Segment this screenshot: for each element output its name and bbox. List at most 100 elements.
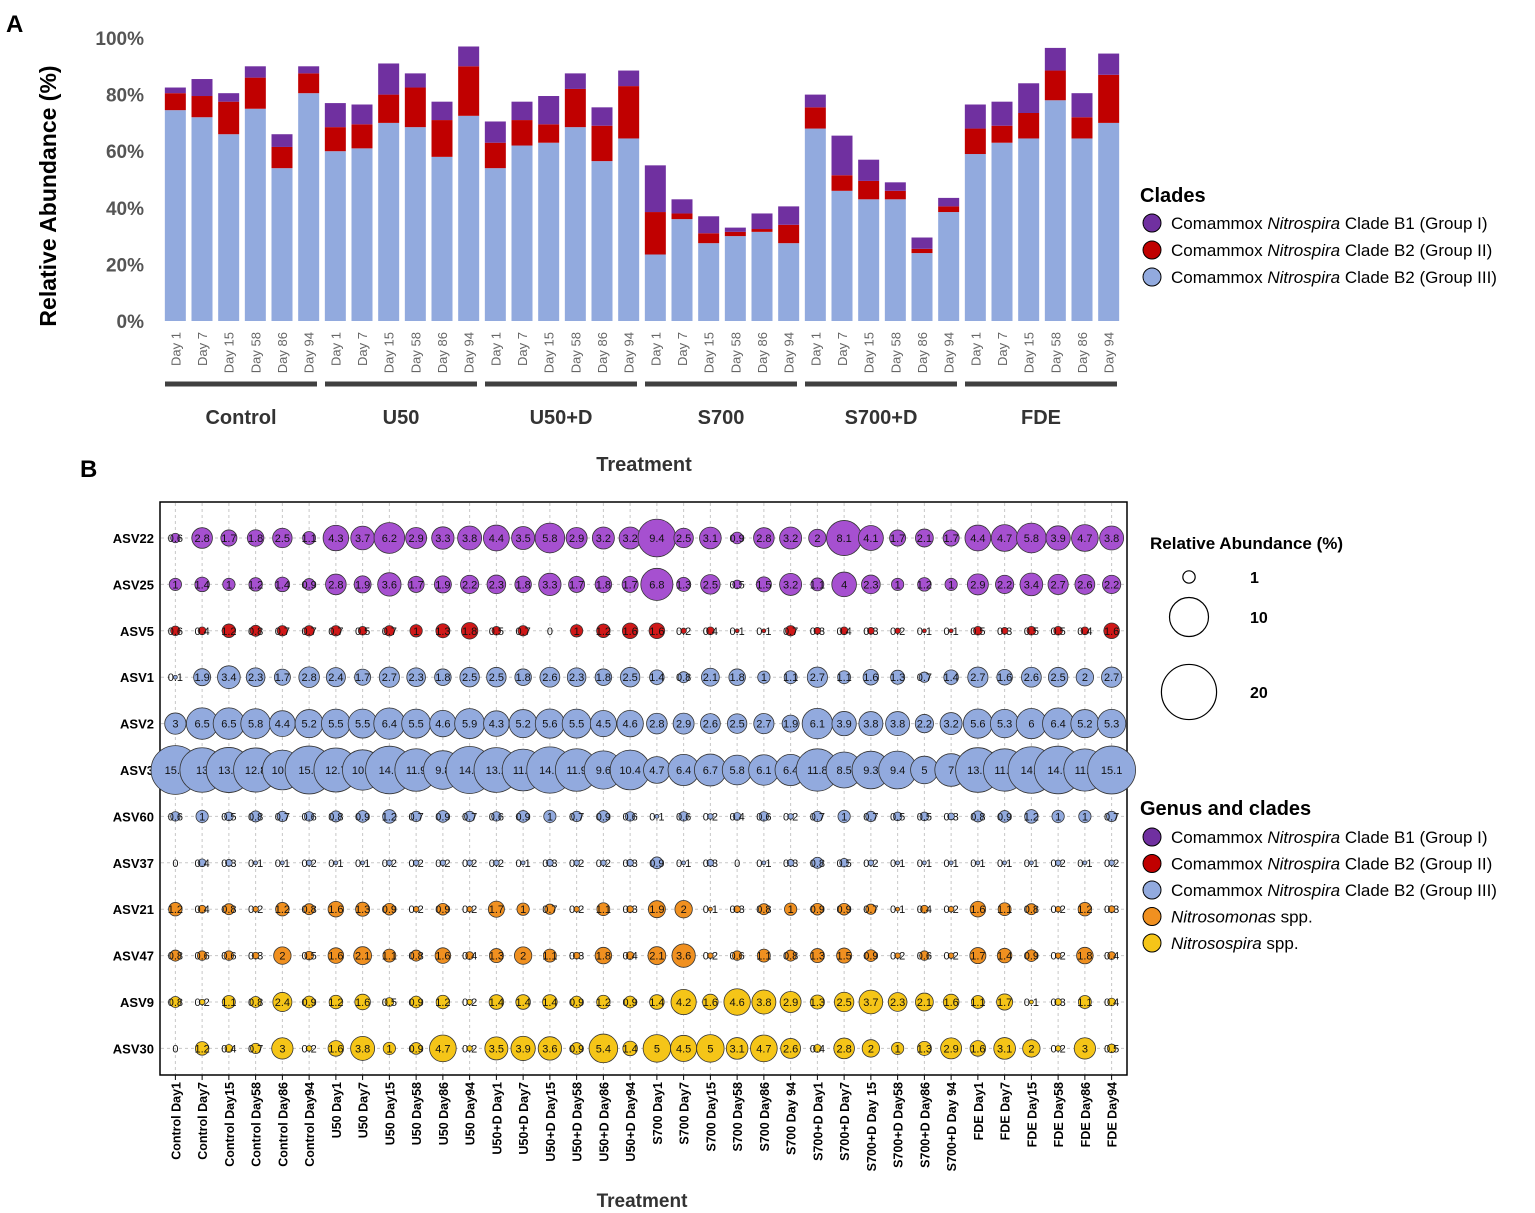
bubble-value-label: 3.7 [355, 533, 370, 545]
bubble-value-label: 4.6 [729, 997, 744, 1009]
bubble-value-label: 1.1 [221, 997, 236, 1009]
x-tick-label-fde-day1: FDE Day1 [972, 1082, 986, 1140]
bubble-value-label: 0.1 [355, 858, 370, 870]
x-tick-label-u50-d-day1: U50+D Day1 [490, 1082, 504, 1155]
x-tick-label: Day 86 [275, 332, 290, 373]
bar-u50-d-day-58-group-i [564, 73, 586, 89]
bar-s700-day-86-group-iii [751, 231, 773, 321]
bubble-value-label: 3.6 [382, 579, 397, 591]
bubble-value-label: 2.6 [1024, 672, 1039, 684]
bubble-asv9-control-day58 [249, 996, 262, 1008]
bubble-value-label: 1 [841, 811, 847, 823]
bubble-value-label: 0.8 [328, 811, 343, 823]
bubble-value-label: 4.3 [328, 533, 343, 545]
bubble-asv25-fde-day15 [1019, 572, 1044, 597]
bubble-asv30-u50-d-day7 [510, 1035, 536, 1061]
bubble-asv60-fde-day7 [998, 810, 1011, 823]
bubble-value-label: 1.6 [435, 951, 450, 963]
bubble-asv21-s700-d-day1 [811, 902, 824, 916]
bubble-value-label: 0.1 [943, 858, 958, 870]
bubble-asv60-u50-d-day7 [516, 810, 530, 823]
bubble-asv9-u50-d-day94 [623, 995, 637, 1009]
bubble-asv9-s700-d-day1 [809, 994, 825, 1010]
bubble-value-label: 1.9 [783, 719, 798, 731]
bubble-value-label: 1.1 [970, 997, 985, 1009]
bar-s700-day-15-group-i [698, 216, 720, 234]
row-label-asv2: ASV2 [120, 717, 154, 732]
bubble-value-label: 1 [895, 1043, 901, 1055]
bubble-asv9-s700-day86 [751, 989, 777, 1015]
bubble-asv1-s700-d-day-94 [943, 669, 959, 685]
bubble-value-label: 0.2 [596, 858, 611, 870]
x-tick-label-s700-d-day-15: S700+D Day 15 [865, 1082, 879, 1171]
bar-u50-d-day-94-group-ii [618, 86, 640, 139]
bubble-asv47-s700-day7 [671, 943, 696, 968]
panel-b-xlabel: Treatment [597, 1191, 688, 1212]
bubble-value-label: 1.1 [783, 672, 798, 684]
bar-u50-day-7-group-ii [351, 124, 373, 149]
bar-fde-day-94-group-iii [1098, 122, 1120, 322]
bubble-value-label: 0.5 [355, 626, 370, 638]
bubble-value-label: 3.4 [221, 672, 236, 684]
row-label-asv22: ASV22 [113, 531, 154, 546]
x-tick-label: Day 86 [755, 332, 770, 373]
bubble-asv9-s700-day1 [649, 994, 665, 1010]
bubble-value-label: 3.6 [676, 951, 691, 963]
bubble-asv5-u50-day94 [460, 622, 479, 640]
bubble-value-label: 1.5 [756, 579, 771, 591]
bubble-value-label: 1.6 [1104, 626, 1119, 638]
bubble-asv1-s700-d-day1 [806, 666, 828, 688]
bubble-asv47-fde-day58 [1054, 952, 1062, 959]
row-label-asv3: ASV3 [120, 763, 154, 778]
bubble-value-label: 4.7 [997, 533, 1012, 545]
bar-s700-d-day-86-group-ii [911, 248, 933, 254]
bubble-value-label: 0.2 [408, 904, 423, 916]
bubble-value-label: 1.3 [917, 1043, 932, 1055]
bubble-asv22-fde-day94 [1099, 525, 1125, 551]
bubble-value-label: 3.8 [756, 997, 771, 1009]
bubble-asv21-fde-day94 [1107, 905, 1116, 913]
bubble-value-label: 1.3 [435, 626, 450, 638]
bubble-value-label: 0.2 [783, 811, 798, 823]
x-tick-label-u50-d-day58: U50+D Day58 [571, 1082, 585, 1162]
bubble-value-label: 1.8 [1077, 951, 1092, 963]
bar-s700-day-94-group-ii [778, 224, 800, 244]
bubble-asv21-control-day94 [303, 903, 316, 916]
bubble-value-label: 1.2 [248, 579, 263, 591]
bubble-value-label: 1.8 [435, 672, 450, 684]
bubble-asv2-s700-day7 [672, 712, 695, 735]
bubble-asv1-u50-day15 [378, 666, 400, 688]
bubble-asv1-s700-day15 [701, 667, 720, 687]
bubble-value-label: 1.1 [997, 904, 1012, 916]
bubble-value-label: 1.7 [997, 997, 1012, 1009]
bubble-asv25-control-day86 [274, 576, 291, 593]
bubble-value-label: 2.5 [275, 533, 290, 545]
bar-s700-day-1-group-ii [644, 212, 666, 255]
bubble-value-label: 1.1 [836, 672, 851, 684]
bubble-value-label: 2.7 [756, 719, 771, 731]
bubble-asv21-s700-d-day58 [895, 906, 900, 912]
bubble-value-label: 0.8 [248, 811, 263, 823]
bubble-asv2-s700-day86 [753, 713, 775, 735]
bubble-value-label: 1 [895, 579, 901, 591]
bubble-value-label: 0.4 [1104, 951, 1119, 963]
bubble-asv37-u50-day58 [412, 859, 420, 866]
bubble-value-label: 5.8 [729, 765, 744, 777]
bubble-asv5-s700-d-day7 [839, 626, 849, 636]
bubble-value-label: 1.4 [943, 672, 958, 684]
bubble-asv9-u50-day94 [466, 998, 473, 1006]
bubble-asv37-u50-day1 [333, 860, 339, 866]
bar-u50-day-58-group-ii [404, 87, 426, 128]
row-label-asv37: ASV37 [113, 856, 154, 871]
bubble-value-label: 0.1 [970, 858, 985, 870]
bubble-asv25-s700-d-day86 [917, 577, 932, 592]
bubble-asv1-s700-day-94 [783, 670, 798, 685]
bar-fde-day-1-group-iii [964, 154, 986, 321]
bubble-value-label: 0.5 [836, 858, 851, 870]
bubble-asv2-s700-d-day7 [831, 711, 857, 737]
bubble-value-label: 0.5 [1024, 626, 1039, 638]
x-tick-label: Day 94 [782, 332, 797, 373]
bubble-value-label: 2.5 [462, 672, 477, 684]
bubble-value-label: 2.7 [382, 672, 397, 684]
y-tick-label: 60% [106, 142, 144, 163]
